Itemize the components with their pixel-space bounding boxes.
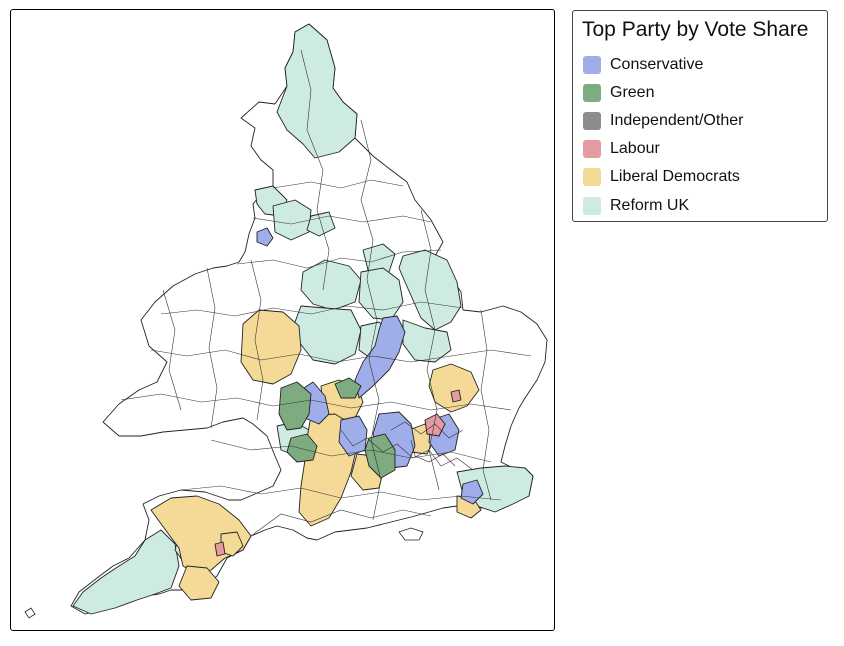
legend-swatch-independent-other [583,112,601,130]
legend-swatch-reform-uk [583,197,601,215]
region-devon [72,529,180,615]
legend-label-green: Green [610,84,655,101]
legend: Top Party by Vote Share Conservative Gre… [572,10,828,222]
region-northumberland [276,23,358,159]
region-herefordshire [278,381,312,431]
legend-label-independent-other: Independent/Other [610,112,744,129]
region-lincolnshire [398,249,462,331]
choropleth-map [24,23,548,619]
region-lancashire [256,227,274,247]
legend-item-labour: Labour [583,139,660,159]
legend-label-conservative: Conservative [610,56,704,73]
legend-swatch-conservative [583,56,601,74]
region-sussex-west [460,479,484,505]
map-panel [10,9,555,631]
region-nottinghamshire [358,267,404,321]
region-derbyshire [300,259,362,311]
region-north-devon [178,565,220,601]
legend-item-reform-uk: Reform UK [583,196,689,216]
isles-of-scilly [24,607,36,619]
region-forest-of-dean [286,433,318,463]
legend-swatch-green [583,84,601,102]
region-shropshire [240,309,302,385]
legend-item-independent-other: Independent/Other [583,111,743,131]
district-boundaries [120,49,532,537]
region-cambridge [450,389,462,403]
legend-item-conservative: Conservative [583,55,703,75]
region-cumbria-south [272,199,312,241]
legend-label-liberal-democrats: Liberal Democrats [610,168,740,185]
region-norfolk-west [402,319,452,363]
legend-title: Top Party by Vote Share [582,18,809,41]
legend-item-green: Green [583,83,654,103]
legend-item-liberal-democrats: Liberal Democrats [583,167,740,187]
region-exeter [214,541,226,557]
legend-label-labour: Labour [610,140,660,157]
legend-swatch-liberal-democrats [583,168,601,186]
region-stevenage [424,413,446,437]
region-stratford [334,377,362,399]
legend-swatch-labour [583,140,601,158]
region-cambridgeshire [428,363,480,413]
isle-of-wight [398,527,424,541]
legend-label-reform-uk: Reform UK [610,197,690,214]
